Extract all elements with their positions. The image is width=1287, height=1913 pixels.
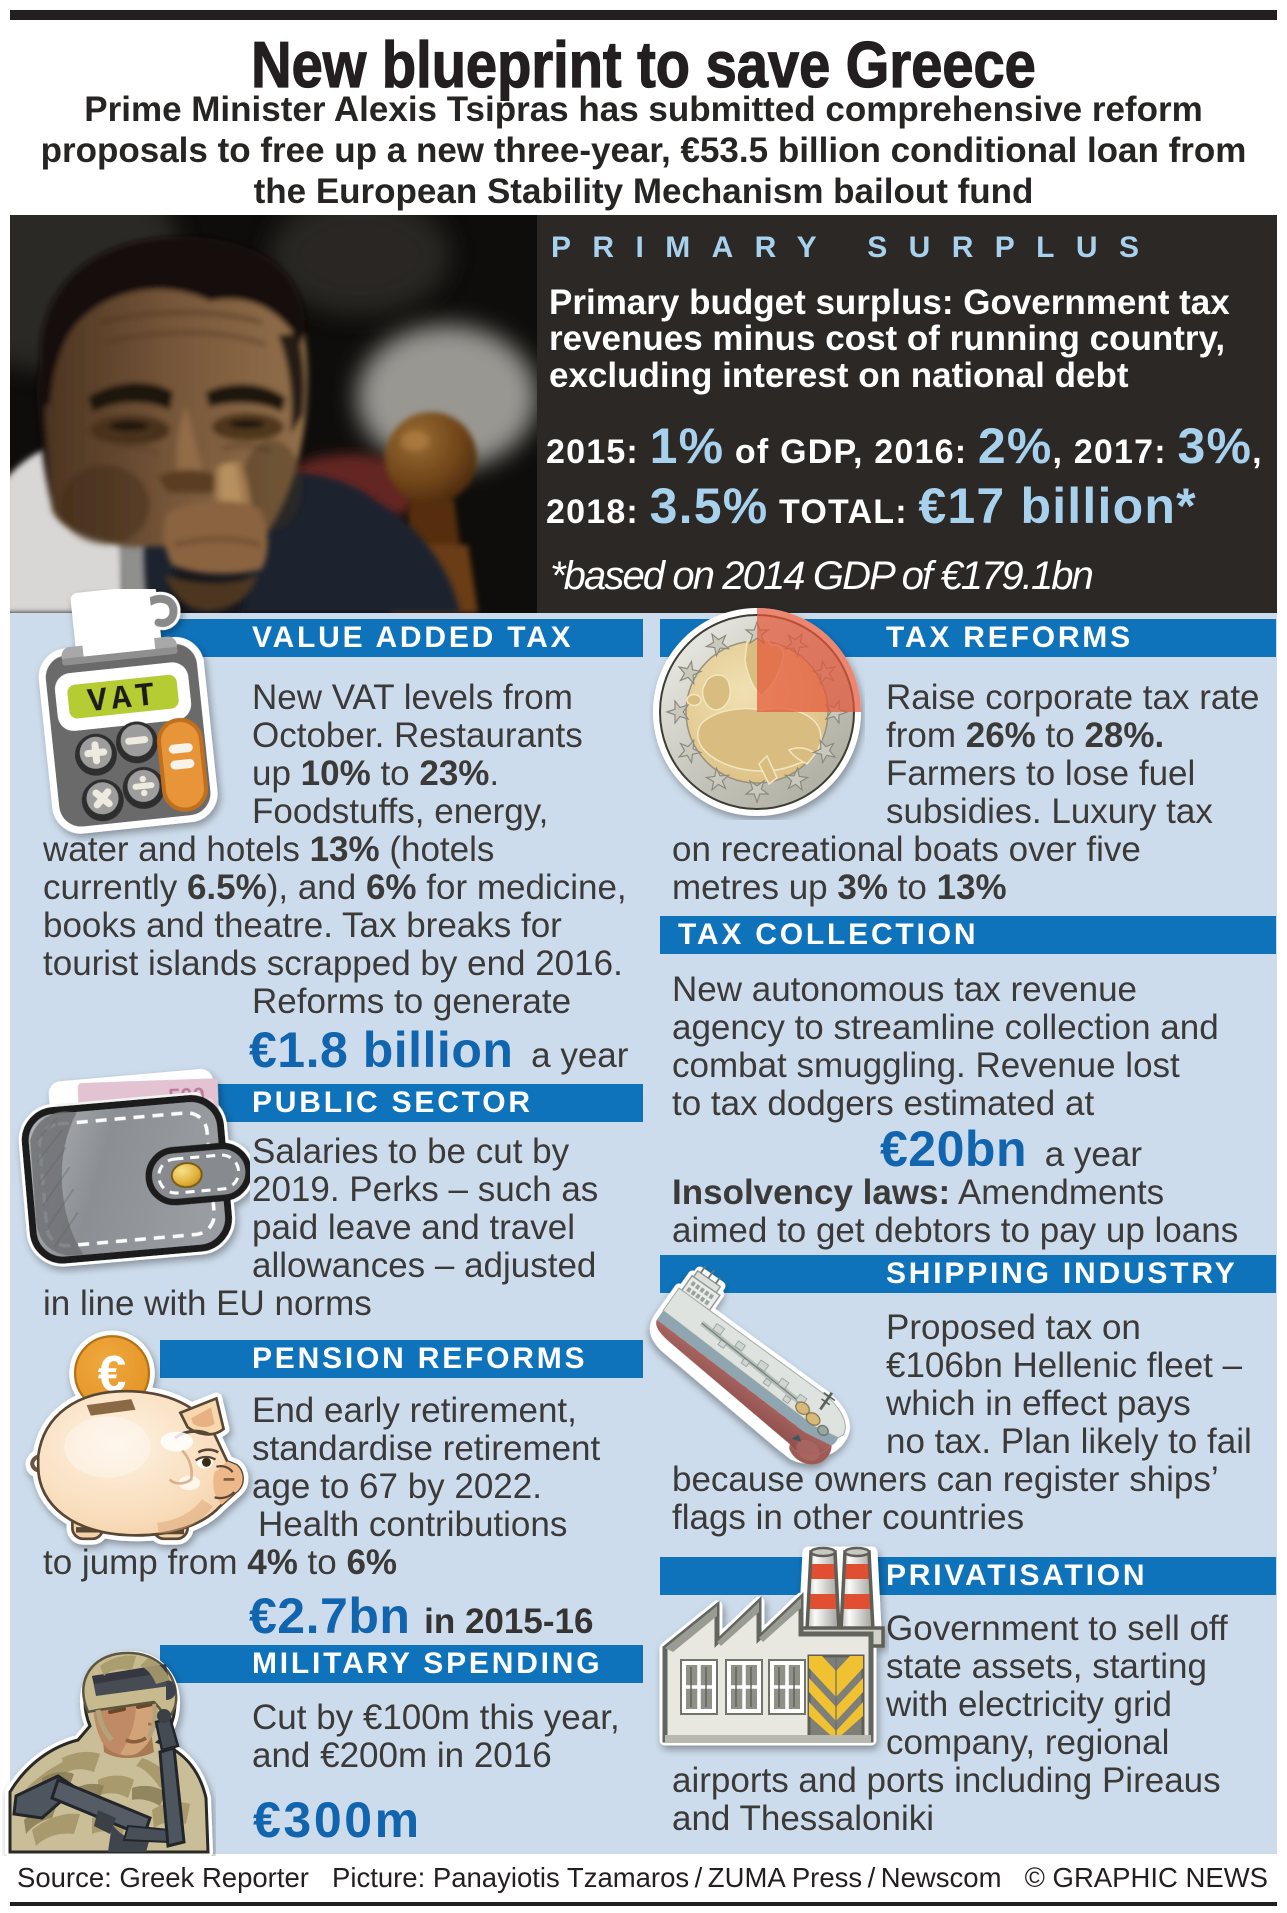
svg-text:VAT: VAT xyxy=(86,677,161,721)
